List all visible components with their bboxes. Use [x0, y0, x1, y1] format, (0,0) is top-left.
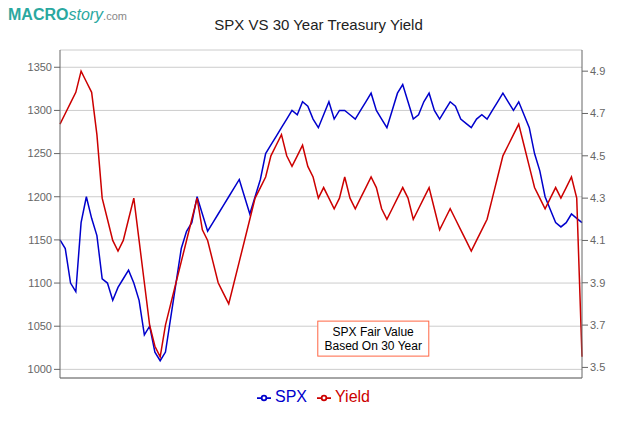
svg-text:1000: 1000 — [28, 363, 52, 375]
html-text:SPX: SPX — [275, 388, 307, 405]
svg-text:1150: 1150 — [28, 234, 52, 246]
svg-text:4.3: 4.3 — [590, 192, 605, 204]
svg-text:1200: 1200 — [28, 191, 52, 203]
svg-text:3.9: 3.9 — [590, 277, 605, 289]
svg-text:1050: 1050 — [28, 320, 52, 332]
html-text:MACRO story.com: MACRO story.com — [8, 6, 127, 23]
svg-text:4.1: 4.1 — [590, 234, 605, 246]
svg-text:1350: 1350 — [28, 61, 52, 73]
svg-text:1250: 1250 — [28, 147, 52, 159]
svg-text:4.9: 4.9 — [590, 65, 605, 77]
svg-text:1300: 1300 — [28, 104, 52, 116]
svg-text:3.7: 3.7 — [590, 319, 605, 331]
svg-text:3.5: 3.5 — [590, 361, 605, 373]
html-text:Yield: Yield — [335, 388, 370, 405]
html-text:SPX VS 30 Year Treasury Yield: SPX VS 30 Year Treasury Yield — [214, 16, 423, 33]
svg-text:1100: 1100 — [28, 277, 52, 289]
svg-text:4.5: 4.5 — [590, 150, 605, 162]
svg-text:4.7: 4.7 — [590, 107, 605, 119]
html-text:SPX Fair Value Based On 30 Yea: SPX Fair Value Based On 30 Year — [324, 324, 422, 353]
